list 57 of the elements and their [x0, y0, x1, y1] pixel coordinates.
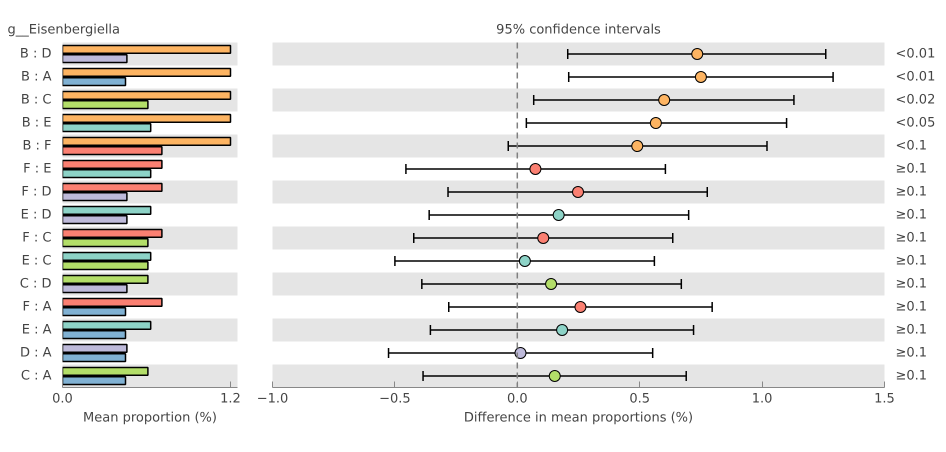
- x-axis-title: Difference in mean proportions (%): [464, 410, 694, 426]
- point: [552, 209, 565, 221]
- text: <0.01: [896, 70, 936, 84]
- text: ≥0.1: [896, 322, 928, 338]
- point: [574, 301, 586, 313]
- x-tick-label: −0.5: [379, 392, 411, 406]
- y-tick-label: E : D: [20, 208, 52, 222]
- y-tick-label: C : A: [20, 368, 52, 384]
- chart-title: g__Eisenbergiella: [8, 22, 120, 38]
- y-tick-label: F : A: [22, 300, 52, 314]
- y-tick-label: C : D: [20, 276, 52, 292]
- point: [518, 255, 531, 267]
- text: <0.02: [896, 92, 936, 108]
- x-tick-label: 1.5: [874, 392, 895, 406]
- x-tick-label: 0.0: [52, 392, 73, 406]
- x-tick-label: 1.2: [220, 392, 241, 406]
- x-tick-label: 0.0: [506, 392, 528, 406]
- text: ≥0.1: [896, 254, 928, 268]
- text: <0.05: [896, 116, 936, 130]
- y-tick-label: D : A: [20, 346, 52, 360]
- point: [537, 232, 550, 244]
- y-tick-label: B : A: [21, 70, 52, 84]
- chart-title: 95% confidence intervals: [496, 22, 662, 38]
- point: [691, 48, 704, 60]
- point: [658, 94, 670, 106]
- y-tick-label: F : D: [21, 184, 52, 200]
- text: ≥0.1: [896, 184, 928, 200]
- y-tick-label: F : C: [22, 230, 52, 246]
- point: [556, 324, 568, 336]
- text: ≥0.1: [896, 208, 928, 222]
- y-tick-label: F : E: [23, 162, 52, 176]
- text: ≥0.1: [896, 276, 928, 292]
- text: ≥0.1: [896, 162, 928, 176]
- text: <0.01: [896, 46, 936, 62]
- y-tick-label: B : D: [20, 46, 52, 62]
- point: [514, 347, 526, 359]
- y-tick-label: E : C: [22, 254, 52, 268]
- text: ≥0.1: [896, 368, 928, 384]
- y-tick-label: B : E: [22, 116, 52, 130]
- point: [650, 117, 662, 129]
- x-tick-label: 1.0: [752, 392, 772, 406]
- point: [529, 163, 542, 175]
- point: [545, 278, 558, 290]
- y-tick-label: B : C: [20, 92, 52, 108]
- x-tick-label: −1.0: [256, 392, 288, 406]
- y-tick-label: E : A: [22, 322, 52, 338]
- point: [572, 186, 584, 198]
- point: [631, 140, 644, 152]
- text: <0.1: [896, 138, 928, 154]
- text: ≥0.1: [896, 230, 928, 246]
- point: [694, 71, 707, 83]
- y-tick-label: B : F: [22, 138, 52, 154]
- x-tick-label: 0.5: [629, 392, 650, 406]
- text: ≥0.1: [896, 346, 928, 360]
- point: [548, 370, 561, 382]
- x-axis-title: Mean proportion (%): [83, 410, 217, 426]
- text: ≥0.1: [896, 300, 928, 314]
